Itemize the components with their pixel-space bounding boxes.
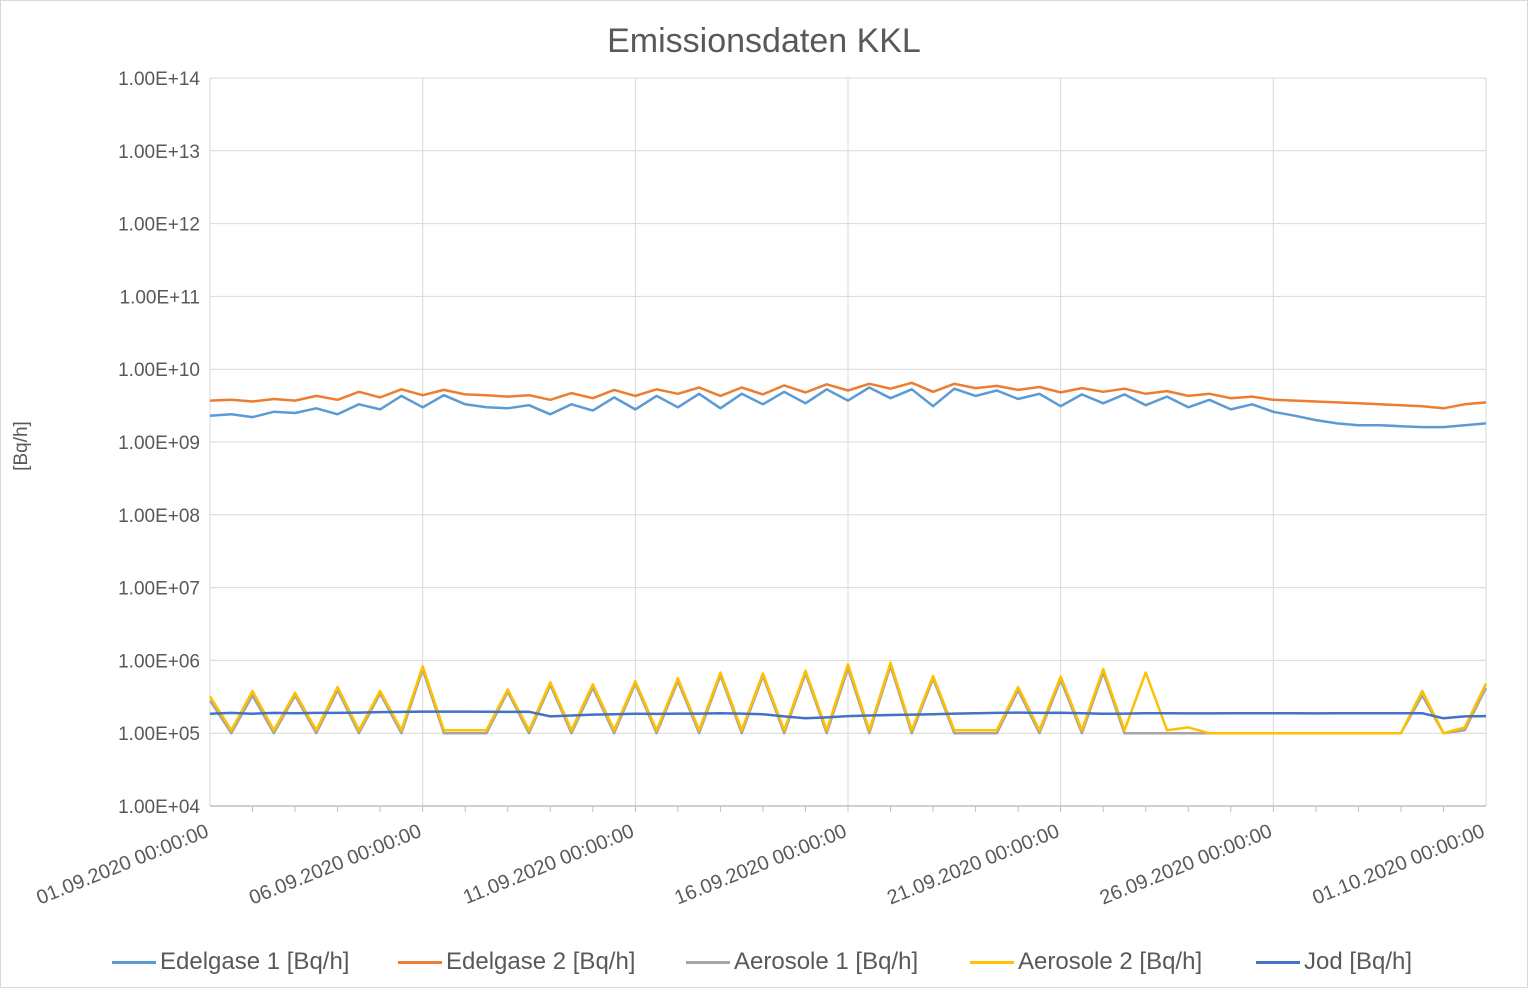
y-tick-label: 1.00E+05 — [118, 724, 200, 745]
legend-swatch — [686, 960, 730, 964]
legend-item: Edelgase 2 [Bq/h] — [398, 944, 635, 980]
chart-title: Emissionsdaten KKL — [607, 22, 921, 60]
legend-item: Jod [Bq/h] — [1256, 944, 1412, 980]
y-tick-label: 1.00E+09 — [118, 433, 200, 454]
legend-item: Edelgase 1 [Bq/h] — [112, 944, 349, 980]
series-line-5 — [209, 710, 1487, 720]
legend-label: Jod [Bq/h] — [1304, 948, 1413, 975]
legend-swatch — [112, 960, 156, 964]
legend-item: Aerosole 2 [Bq/h] — [970, 944, 1202, 980]
y-tick-label: 1.00E+07 — [118, 579, 200, 600]
x-tick-label: 16.09.2020 00:00:00 — [671, 820, 849, 909]
y-tick-label: 1.00E+06 — [118, 651, 200, 672]
y-tick-label: 1.00E+12 — [118, 215, 200, 236]
x-tick-label: 06.09.2020 00:00:00 — [246, 820, 424, 909]
legend-label: Aerosole 2 [Bq/h] — [1018, 948, 1203, 975]
series-line-1 — [209, 386, 1487, 429]
legend-swatch — [1256, 960, 1300, 964]
legend-swatch — [398, 960, 442, 964]
x-tick-label: 11.09.2020 00:00:00 — [460, 820, 637, 909]
legend-swatch — [970, 960, 1014, 964]
x-tick-label: 26.09.2020 00:00:00 — [1097, 820, 1275, 909]
x-tick-label: 21.09.2020 00:00:00 — [884, 820, 1062, 909]
legend-label: Edelgase 2 [Bq/h] — [446, 948, 636, 975]
y-tick-label: 1.00E+13 — [118, 142, 200, 163]
y-tick-label: 1.00E+08 — [118, 506, 200, 527]
y-tick-label: 1.00E+14 — [118, 69, 200, 90]
y-tick-label: 1.00E+04 — [118, 797, 200, 818]
x-tick-label: 01.10.2020 00:00:00 — [1309, 820, 1487, 909]
legend-label: Edelgase 1 [Bq/h] — [160, 948, 350, 975]
legend-item: Aerosole 1 [Bq/h] — [686, 944, 918, 980]
series-line-4 — [208, 661, 1488, 735]
y-tick-label: 1.00E+10 — [118, 360, 200, 381]
legend-label: Aerosole 1 [Bq/h] — [734, 948, 919, 975]
series-line-2 — [209, 381, 1487, 410]
y-tick-label: 1.00E+11 — [120, 287, 200, 308]
legend: Edelgase 1 [Bq/h] Edelgase 2 [Bq/h] Aeroso… — [0, 944, 1528, 980]
x-tick-label: 01.09.2020 00:00:00 — [33, 820, 211, 909]
